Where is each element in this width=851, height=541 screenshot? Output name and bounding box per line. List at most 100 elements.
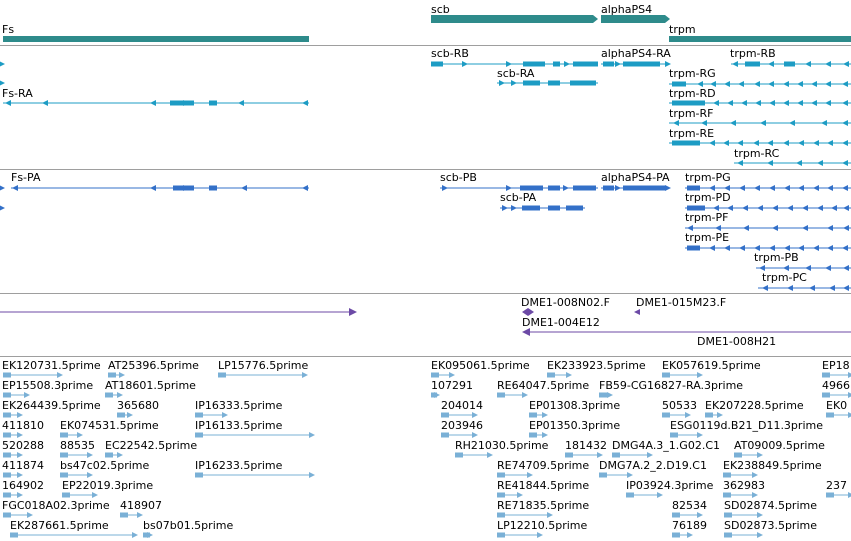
strand-arrow[interactable] bbox=[752, 492, 758, 498]
est-label[interactable]: IP16233.5prime bbox=[195, 459, 283, 472]
strand-arrow[interactable] bbox=[797, 81, 803, 87]
strand-arrow[interactable] bbox=[842, 140, 848, 146]
exon-block[interactable] bbox=[547, 372, 555, 378]
exon-block[interactable] bbox=[62, 492, 70, 498]
strand-arrow[interactable] bbox=[119, 372, 125, 378]
strand-arrow[interactable] bbox=[17, 492, 23, 498]
strand-arrow[interactable] bbox=[542, 412, 548, 418]
exon-block[interactable] bbox=[687, 185, 700, 191]
strand-arrow[interactable] bbox=[178, 100, 184, 106]
exon-block[interactable] bbox=[209, 100, 217, 106]
strand-arrow[interactable] bbox=[673, 120, 679, 126]
strand-arrow[interactable] bbox=[607, 392, 613, 398]
est-label[interactable]: 520288 bbox=[2, 439, 44, 452]
strand-arrow[interactable] bbox=[147, 532, 153, 538]
strand-arrow[interactable] bbox=[813, 140, 819, 146]
strand-arrow[interactable] bbox=[615, 185, 621, 191]
exon-block[interactable] bbox=[218, 372, 226, 378]
strand-arrow[interactable] bbox=[843, 205, 849, 211]
strand-arrow[interactable] bbox=[817, 160, 823, 166]
strand-arrow[interactable] bbox=[843, 265, 849, 271]
strand-arrow[interactable] bbox=[57, 372, 63, 378]
exon-block[interactable] bbox=[120, 512, 128, 518]
exon-block[interactable] bbox=[3, 452, 11, 458]
strand-arrow[interactable] bbox=[813, 185, 819, 191]
exon-block[interactable] bbox=[3, 372, 11, 378]
strand-arrow[interactable] bbox=[827, 185, 833, 191]
est-label[interactable]: RH21030.5prime bbox=[455, 439, 549, 452]
est-label[interactable]: EK287661.5prime bbox=[10, 519, 109, 532]
exon-block[interactable] bbox=[570, 80, 596, 86]
strand-arrow[interactable] bbox=[506, 185, 512, 191]
gene-label[interactable]: alphaPS4 bbox=[601, 3, 653, 16]
strand-arrow[interactable] bbox=[537, 532, 543, 538]
strand-arrow[interactable] bbox=[737, 140, 743, 146]
est-label[interactable]: EP15508.3prime bbox=[2, 379, 94, 392]
transcript-label[interactable]: scb-RA bbox=[497, 67, 535, 80]
gene-label[interactable]: Fs bbox=[2, 23, 15, 36]
exon-block[interactable] bbox=[10, 532, 18, 538]
strand-arrow[interactable] bbox=[527, 472, 533, 478]
est-label[interactable]: EP18 bbox=[822, 359, 850, 372]
est-label[interactable]: 418907 bbox=[120, 499, 162, 512]
strand-arrow[interactable] bbox=[825, 61, 831, 67]
exon-block[interactable] bbox=[548, 205, 560, 211]
strand-arrow[interactable] bbox=[511, 80, 517, 86]
exon-block[interactable] bbox=[603, 61, 614, 67]
exon-block[interactable] bbox=[548, 80, 560, 86]
strand-arrow[interactable] bbox=[150, 100, 156, 106]
exon-block[interactable] bbox=[662, 372, 670, 378]
strand-arrow[interactable] bbox=[724, 245, 730, 251]
strand-arrow[interactable] bbox=[754, 81, 760, 87]
gene-label[interactable]: scb bbox=[431, 3, 450, 16]
est-label[interactable]: 204014 bbox=[441, 399, 483, 412]
protein-label[interactable]: Fs-PA bbox=[11, 171, 41, 184]
est-label[interactable]: EK233923.5prime bbox=[547, 359, 646, 372]
est-label[interactable]: EK238849.5prime bbox=[723, 459, 822, 472]
est-label[interactable]: EK057619.5prime bbox=[662, 359, 761, 372]
strand-arrow[interactable] bbox=[848, 372, 851, 378]
strand-arrow[interactable] bbox=[739, 245, 745, 251]
strand-arrow[interactable] bbox=[710, 81, 716, 87]
est-label[interactable]: 107291 bbox=[431, 379, 473, 392]
est-label[interactable]: 237 bbox=[826, 479, 847, 492]
exon-block[interactable] bbox=[195, 472, 203, 478]
strand-arrow[interactable] bbox=[769, 245, 775, 251]
exon-block[interactable] bbox=[826, 412, 834, 418]
strand-arrow[interactable] bbox=[768, 81, 774, 87]
strand-arrow[interactable] bbox=[848, 392, 851, 398]
transcript-label[interactable]: trpm-RB bbox=[730, 47, 776, 60]
exon-block[interactable] bbox=[705, 412, 713, 418]
strand-arrow[interactable] bbox=[742, 205, 748, 211]
strand-arrow[interactable] bbox=[821, 120, 827, 126]
strand-arrow[interactable] bbox=[597, 452, 603, 458]
strand-arrow[interactable] bbox=[767, 140, 773, 146]
strand-arrow[interactable] bbox=[17, 432, 23, 438]
strand-arrow[interactable] bbox=[302, 372, 308, 378]
exon-block[interactable] bbox=[455, 452, 463, 458]
exon-block[interactable] bbox=[441, 412, 449, 418]
exon-block[interactable] bbox=[723, 472, 731, 478]
strand-arrow[interactable] bbox=[302, 100, 308, 106]
strand-arrow[interactable] bbox=[0, 185, 5, 191]
strand-arrow[interactable] bbox=[769, 185, 775, 191]
strand-arrow[interactable] bbox=[241, 185, 247, 191]
strand-arrow[interactable] bbox=[522, 328, 530, 336]
est-label[interactable]: RE71835.5prime bbox=[497, 499, 590, 512]
est-label[interactable]: SD02873.5prime bbox=[724, 519, 817, 532]
strand-arrow[interactable] bbox=[132, 532, 138, 538]
exon-block[interactable] bbox=[672, 532, 680, 538]
strand-arrow[interactable] bbox=[92, 492, 98, 498]
strand-arrow[interactable] bbox=[762, 285, 768, 291]
est-label[interactable]: EP01308.3prime bbox=[529, 399, 621, 412]
strand-arrow[interactable] bbox=[17, 472, 23, 478]
strand-arrow[interactable] bbox=[767, 160, 773, 166]
transcript-label[interactable]: alphaPS4-RA bbox=[601, 47, 671, 60]
exon-block[interactable] bbox=[431, 61, 443, 67]
protein-label[interactable]: trpm-PF bbox=[685, 211, 729, 224]
strand-arrow[interactable] bbox=[709, 245, 715, 251]
exon-block[interactable] bbox=[3, 492, 11, 498]
exon-block[interactable] bbox=[497, 512, 505, 518]
est-label[interactable]: DMG4A.3_1.G02.C1 bbox=[612, 439, 721, 452]
strand-arrow[interactable] bbox=[222, 412, 228, 418]
